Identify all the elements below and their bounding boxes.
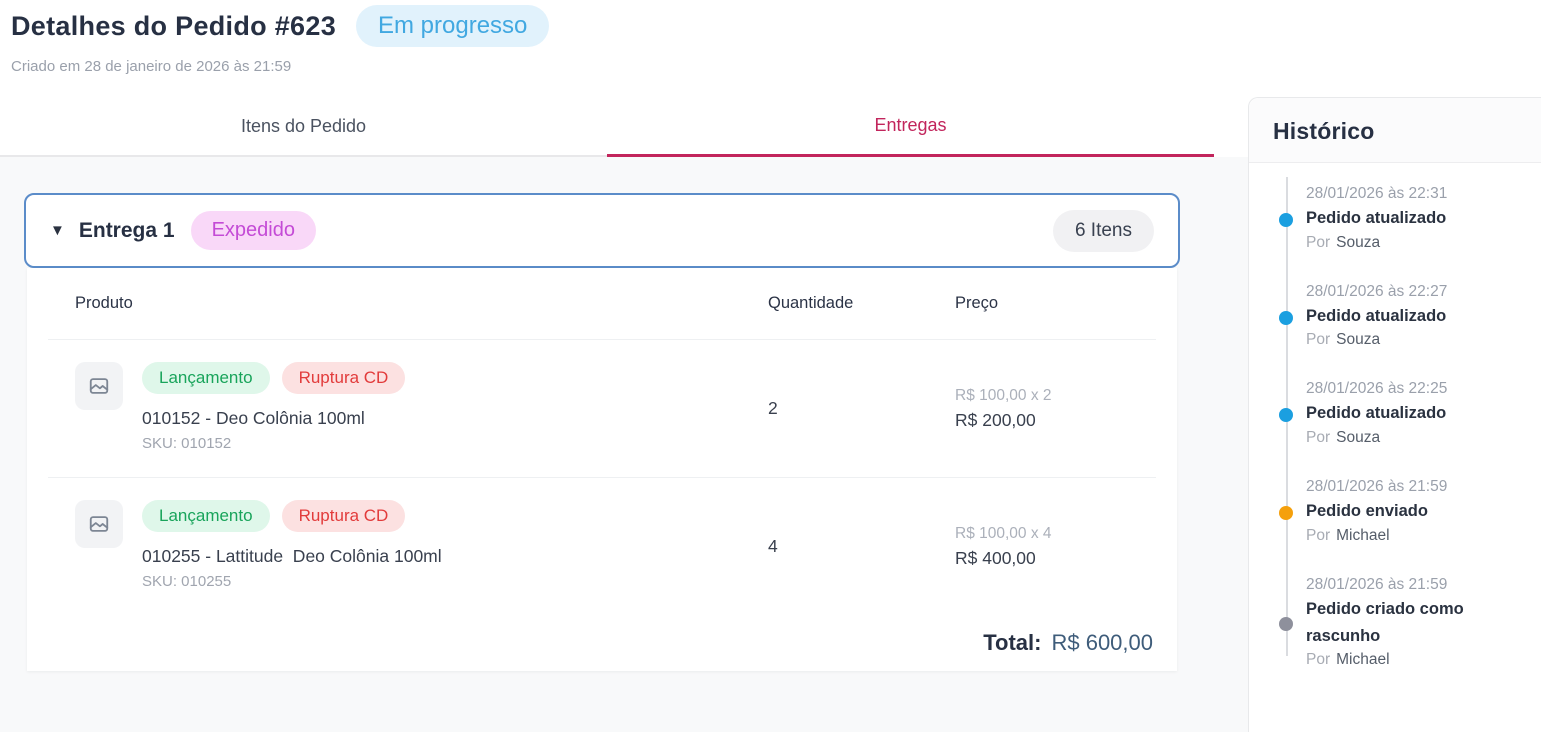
main-column: Detalhes do Pedido #623 Em progresso Cri…	[0, 0, 1248, 732]
tab-itens-do-pedido[interactable]: Itens do Pedido	[0, 97, 607, 157]
quantity-value: 2	[768, 398, 778, 418]
collapse-caret-icon[interactable]: ▼	[50, 222, 65, 239]
price-calculation: R$ 100,00 x 4	[955, 524, 1052, 542]
title-row: Detalhes do Pedido #623 Em progresso	[11, 5, 1248, 47]
column-header-quantity: Quantidade	[768, 294, 854, 312]
event-timestamp: 28/01/2026 às 22:25	[1306, 380, 1448, 398]
event-actor-line: Por Souza	[1306, 429, 1521, 447]
event-by-label: Por	[1306, 233, 1331, 251]
delivery-status-badge: Expedido	[190, 211, 316, 250]
badge-row: Lançamento Ruptura CD	[142, 500, 442, 532]
table-row: Lançamento Ruptura CD 010255 - Lattitude…	[27, 478, 1177, 615]
tab-entregas[interactable]: Entregas	[607, 97, 1214, 157]
event-actor: Souza	[1336, 331, 1381, 349]
product-cell: Lançamento Ruptura CD 010255 - Lattitude…	[75, 478, 768, 615]
history-title: Histórico	[1273, 118, 1375, 144]
tab-bar: Itens do Pedido Entregas	[0, 97, 1248, 157]
product-name: 010255 - Lattitude Deo Colônia 100ml	[142, 546, 442, 566]
product-sku: SKU: 010255	[142, 573, 232, 590]
product-image-placeholder-icon	[75, 362, 123, 410]
event-actor: Michael	[1336, 651, 1390, 669]
product-info: Lançamento Ruptura CD 010152 - Deo Colôn…	[142, 362, 406, 477]
product-info: Lançamento Ruptura CD 010255 - Lattitude…	[142, 500, 442, 615]
column-header-price: Preço	[955, 294, 999, 312]
event-title: Pedido atualizado	[1306, 209, 1447, 227]
event-timestamp: 28/01/2026 às 22:31	[1306, 185, 1448, 202]
created-at-text: Criado em 28 de janeiro de 2026 às 21:59	[11, 58, 292, 75]
event-by-label: Por	[1306, 331, 1331, 349]
event-title: Pedido atualizado	[1306, 306, 1447, 325]
event-actor-line: Por Michael	[1306, 527, 1521, 545]
column-header-product: Produto	[75, 294, 133, 312]
event-actor: Souza	[1336, 429, 1381, 447]
event-dot-icon	[1279, 408, 1293, 423]
product-sku: SKU: 010152	[142, 435, 232, 452]
order-status-badge: Em progresso	[356, 5, 550, 47]
event-timestamp: 28/01/2026 às 21:59	[1306, 575, 1448, 593]
total-value: R$ 600,00	[1051, 630, 1153, 655]
items-count-badge: 6 Itens	[1052, 209, 1154, 252]
event-by-label: Por	[1306, 526, 1331, 544]
event-dot-icon	[1279, 310, 1293, 325]
ruptura-cd-badge: Ruptura CD	[281, 500, 406, 532]
price-cell: R$ 100,00 x 4 R$ 400,00	[955, 478, 1177, 615]
event-actor-line: Por Souza	[1306, 331, 1521, 349]
event-title: Pedido enviado	[1306, 502, 1428, 521]
history-event: 28/01/2026 às 22:27 Pedido atualizado Po…	[1279, 282, 1521, 350]
event-dot-icon	[1279, 506, 1293, 521]
total-label: Total:	[983, 630, 1042, 655]
event-timestamp: 28/01/2026 às 22:27	[1306, 282, 1448, 300]
event-title: Pedido atualizado	[1306, 404, 1447, 423]
deliveries-content: ▼ Entrega 1 Expedido 6 Itens Produto Qua…	[0, 157, 1248, 732]
history-event: 28/01/2026 às 21:59 Pedido criado como r…	[1279, 575, 1521, 669]
history-header: Histórico	[1249, 98, 1541, 163]
event-by-label: Por	[1306, 429, 1331, 447]
delivery-title: Entrega 1	[78, 218, 175, 242]
row-divider	[48, 339, 1156, 340]
event-actor-line: Por Michael	[1306, 651, 1521, 669]
event-actor: Souza	[1336, 233, 1381, 251]
event-dot-icon	[1279, 213, 1293, 227]
history-timeline: 28/01/2026 às 22:31 Pedido atualizado Po…	[1249, 163, 1541, 731]
event-by-label: Por	[1306, 651, 1331, 669]
price-line-total: R$ 400,00	[955, 547, 1036, 568]
quantity-value: 4	[768, 536, 778, 556]
page-title: Detalhes do Pedido #623	[11, 10, 337, 41]
event-title: Pedido criado como rascunho	[1306, 599, 1464, 645]
badge-row: Lançamento Ruptura CD	[142, 362, 406, 394]
price-cell: R$ 100,00 x 2 R$ 200,00	[955, 340, 1177, 477]
ruptura-cd-badge: Ruptura CD	[281, 362, 406, 394]
product-name: 010152 - Deo Colônia 100ml	[142, 408, 365, 428]
history-event: 28/01/2026 às 22:25 Pedido atualizado Po…	[1279, 380, 1521, 447]
lancamento-badge: Lançamento	[142, 362, 270, 394]
row-divider	[48, 477, 1156, 478]
page-header: Detalhes do Pedido #623 Em progresso Cri…	[0, 0, 1248, 97]
history-event: 28/01/2026 às 21:59 Pedido enviado Por Mi…	[1279, 478, 1521, 545]
event-actor-line: Por Souza	[1306, 234, 1521, 252]
lancamento-badge: Lançamento	[142, 500, 270, 532]
total-row: Total: R$ 600,00	[27, 615, 1177, 671]
product-cell: Lançamento Ruptura CD 010152 - Deo Colôn…	[75, 340, 768, 477]
tab-bar-filler	[1214, 97, 1248, 157]
price-line-total: R$ 200,00	[955, 409, 1036, 430]
items-table-header: Produto Quantidade Preço	[27, 268, 1177, 339]
history-event: 28/01/2026 às 22:31 Pedido atualizado Po…	[1279, 185, 1521, 252]
table-row: Lançamento Ruptura CD 010152 - Deo Colôn…	[27, 340, 1177, 477]
event-timestamp: 28/01/2026 às 21:59	[1306, 478, 1448, 496]
delivery-items-panel: Produto Quantidade Preço	[27, 268, 1177, 671]
delivery-card-header[interactable]: ▼ Entrega 1 Expedido 6 Itens	[24, 193, 1180, 268]
event-actor: Michael	[1336, 526, 1390, 544]
product-image-placeholder-icon	[75, 500, 123, 548]
price-calculation: R$ 100,00 x 2	[955, 386, 1052, 404]
event-dot-icon	[1279, 616, 1293, 631]
history-sidebar: Histórico 28/01/2026 às 22:31 Pedido atu…	[1248, 97, 1541, 732]
